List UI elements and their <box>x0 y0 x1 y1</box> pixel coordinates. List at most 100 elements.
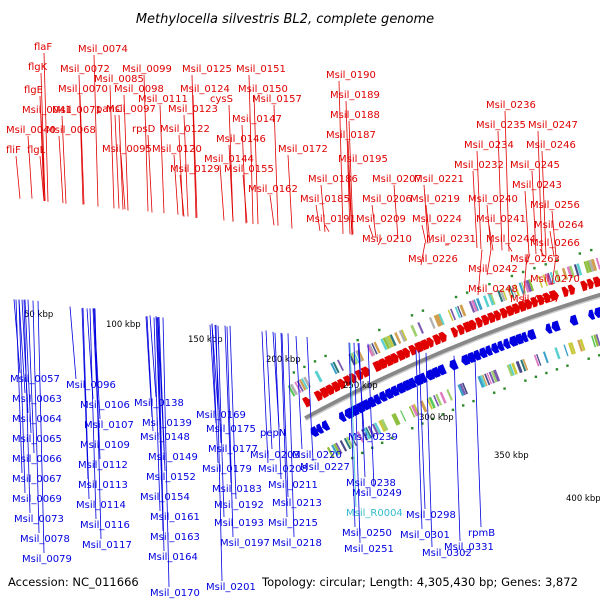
gene-label-connector <box>79 94 85 205</box>
gene-label: Msil_0250 <box>342 528 392 539</box>
gene-label: Msil_0175 <box>206 424 256 435</box>
cog-block <box>435 313 444 327</box>
cog-block <box>343 437 352 450</box>
gene-label: Msil_0239 <box>348 432 398 443</box>
cog-block <box>337 359 344 371</box>
gene-label: Msil_0107 <box>84 420 134 431</box>
cog-block <box>298 378 307 391</box>
cog-block <box>499 289 506 302</box>
cog-block <box>568 342 574 355</box>
gene-label-connector <box>320 184 326 232</box>
gene-label-connector <box>338 80 344 234</box>
gene-label-connector <box>476 150 482 250</box>
cog-block <box>573 264 580 277</box>
rna-mark <box>587 357 590 360</box>
gene-label: Msil_0263 <box>510 254 560 265</box>
cog-block <box>487 293 495 306</box>
gene-arrow <box>431 366 441 378</box>
gene-label-connector <box>173 154 179 215</box>
gene-label: Msil_0067 <box>12 474 62 485</box>
gene-label-connector <box>348 342 356 528</box>
gene-label-connector <box>253 94 259 225</box>
gene-label: Msil_0193 <box>214 518 264 529</box>
gene-label-connector <box>347 164 353 236</box>
gene-label-connector <box>265 330 273 450</box>
gene-label-connector <box>39 155 45 202</box>
gene-label-connector <box>211 324 219 464</box>
gene-label-connector <box>228 144 234 222</box>
gene-arrow <box>313 390 323 402</box>
gene-label: Msil_0109 <box>80 440 130 451</box>
gene-label-connector <box>420 242 426 266</box>
cog-block <box>380 418 389 431</box>
gene-label: Msil_0124 <box>180 84 230 95</box>
gene-label: Msil_0203 <box>250 450 300 461</box>
gene-label: Msil_0226 <box>408 254 458 265</box>
cog-block <box>583 261 590 274</box>
cog-block <box>486 372 493 385</box>
gene-label: Msil_0183 <box>212 484 262 495</box>
gene-label: Msil_0116 <box>80 520 130 531</box>
gene-label: Msil_0150 <box>238 84 288 95</box>
cog-block <box>525 279 533 292</box>
cog-block <box>294 381 302 394</box>
cog-block <box>561 267 568 281</box>
gene-arrow <box>402 379 413 392</box>
gene-label: Msil_0301 <box>400 530 450 541</box>
cog-block <box>520 359 527 372</box>
cog-block <box>410 324 418 337</box>
gene-label-connector <box>353 342 361 544</box>
gene-label: Msil_0215 <box>268 518 318 529</box>
cog-block <box>579 338 586 352</box>
rna-mark <box>510 274 514 278</box>
rna-mark <box>431 417 434 421</box>
gene-label-connector <box>488 224 494 251</box>
gene-label: Msil_0241 <box>476 214 526 225</box>
gene-label: pepN <box>260 428 286 439</box>
cog-block <box>471 299 479 312</box>
gene-label: Msil_0190 <box>326 70 376 81</box>
gene-arrow <box>360 366 370 378</box>
gene-arrow <box>373 393 382 405</box>
gene-label-connector <box>191 74 197 219</box>
rna-mark <box>454 295 458 299</box>
gene-arrow <box>505 305 515 317</box>
cog-block <box>595 257 600 270</box>
gene-label-connector <box>537 130 543 257</box>
gene-arrow <box>499 307 508 319</box>
gene-label-connector <box>214 325 222 444</box>
gene-label: Msil_0248 <box>468 284 518 295</box>
cog-block <box>520 281 527 294</box>
gene-label: Msil_0238 <box>346 478 396 489</box>
gene-label-connector <box>39 95 45 201</box>
rna-mark <box>472 399 475 403</box>
gene-label-connector <box>551 210 557 257</box>
gene-arrow <box>438 331 447 343</box>
gene-arrow <box>420 372 428 384</box>
cog-block <box>488 371 495 384</box>
gene-arrow <box>321 420 331 431</box>
cog-block <box>457 384 465 397</box>
cog-block <box>518 282 525 295</box>
gene-arrow <box>310 426 320 437</box>
reverse-strand-genes <box>310 307 600 437</box>
gene-label-connector <box>156 317 164 532</box>
rna-mark <box>451 408 455 412</box>
gene-label-connector <box>217 325 225 518</box>
gene-arrow <box>586 278 594 290</box>
gene-label-connector <box>368 224 374 238</box>
gene-arrow <box>336 378 346 390</box>
gene-label: Msil_0251 <box>344 544 394 555</box>
gene-label-connector <box>524 190 530 255</box>
gene-label: Msil_0224 <box>412 214 462 225</box>
gene-label-connector <box>211 323 219 410</box>
cog-block <box>382 337 390 350</box>
gene-label: Msil_0072 <box>60 64 110 75</box>
rna-mark <box>533 266 536 270</box>
cog-block <box>511 285 517 297</box>
gene-label-connector <box>242 174 248 223</box>
gene-arrow <box>302 396 311 408</box>
gene-label: Msil_0236 <box>486 100 536 111</box>
cog-block <box>544 273 552 286</box>
gene-label: Msil_0192 <box>214 500 264 511</box>
